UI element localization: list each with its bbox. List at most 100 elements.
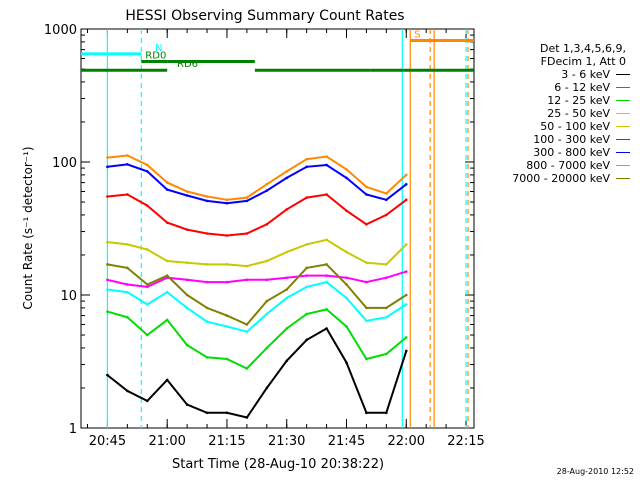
data-point — [404, 303, 408, 306]
legend: Det 1,3,4,5,6,9, FDecim 1, Att 0 3 - 6 k… — [478, 42, 630, 185]
x-tick-label: 21:30 — [268, 434, 305, 449]
data-point — [305, 243, 308, 246]
data-point — [106, 240, 109, 244]
data-point — [385, 306, 388, 310]
data-point — [404, 182, 408, 186]
data-point — [305, 312, 308, 316]
data-point — [365, 193, 368, 196]
data-point — [285, 296, 289, 300]
x-tick-label: 22:15 — [447, 434, 484, 449]
legend-swatch — [616, 100, 630, 101]
data-point — [305, 338, 308, 342]
data-point — [185, 261, 189, 264]
data-point — [225, 357, 229, 361]
legend-swatch — [616, 178, 630, 179]
data-point — [404, 243, 408, 246]
data-point — [365, 306, 368, 310]
legend-swatch — [616, 113, 630, 114]
data-point — [245, 367, 249, 370]
data-point — [404, 198, 408, 202]
legend-entry-label: 100 - 300 keV — [533, 133, 610, 146]
x-axis-label: Start Time (28-Aug-10 20:38:22) — [172, 457, 384, 472]
data-point — [205, 263, 209, 266]
data-point — [126, 389, 129, 393]
data-point — [365, 357, 368, 361]
data-point — [205, 199, 209, 203]
data-point — [325, 155, 328, 158]
data-point — [225, 280, 229, 284]
y-tick-label: 10 — [60, 289, 77, 304]
data-point — [305, 165, 308, 169]
data-point — [106, 373, 109, 377]
data-point — [385, 263, 388, 266]
data-point — [265, 312, 269, 316]
legend-swatch — [616, 74, 630, 75]
data-point — [285, 208, 289, 211]
legend-entry: 100 - 300 keV — [478, 133, 630, 146]
data-point — [165, 290, 169, 294]
data-point — [245, 278, 249, 282]
data-point — [185, 190, 189, 193]
data-point — [106, 263, 109, 266]
data-point — [145, 303, 149, 306]
data-point — [225, 263, 229, 266]
data-point — [385, 213, 388, 217]
legend-entry-label: 800 - 7000 keV — [526, 159, 610, 172]
data-point — [305, 274, 308, 277]
data-point — [225, 198, 229, 202]
data-point — [165, 259, 169, 263]
data-point — [185, 343, 189, 347]
data-point — [145, 170, 149, 173]
series-line — [107, 263, 407, 326]
x-tick-label: 22:00 — [388, 434, 425, 449]
series-line — [107, 163, 407, 205]
series-line — [106, 327, 408, 419]
data-point — [265, 386, 269, 390]
legend-entry: 50 - 100 keV — [478, 120, 630, 133]
data-point — [126, 283, 129, 286]
plot-frame — [80, 28, 475, 429]
data-point — [285, 327, 289, 330]
data-point — [365, 261, 368, 264]
legend-entry: 800 - 7000 keV — [478, 159, 630, 172]
data-point — [165, 221, 169, 224]
series-line — [107, 308, 407, 370]
data-point — [385, 315, 388, 319]
data-point — [126, 266, 129, 270]
flag-bar-label: S — [414, 29, 420, 40]
legend-entry-label: 12 - 25 keV — [547, 94, 610, 107]
x-tick-label: 21:45 — [328, 434, 365, 449]
data-point — [325, 263, 328, 266]
data-point — [325, 238, 328, 242]
data-point — [325, 193, 328, 196]
data-point — [106, 310, 109, 313]
data-point — [145, 204, 149, 207]
data-point — [145, 333, 149, 337]
data-point — [106, 195, 109, 198]
data-point — [185, 293, 189, 297]
legend-entry-label: 7000 - 20000 keV — [512, 172, 610, 185]
data-point — [145, 285, 149, 289]
data-point — [285, 359, 289, 363]
data-point — [265, 346, 269, 350]
data-point — [185, 194, 189, 197]
data-point — [205, 356, 209, 359]
data-point — [126, 243, 129, 246]
data-point — [404, 270, 408, 273]
data-point — [265, 278, 269, 282]
data-point — [126, 315, 129, 319]
legend-swatch — [616, 87, 630, 88]
y-tick-label: 1000 — [44, 23, 77, 38]
data-point — [365, 185, 368, 189]
data-point — [345, 296, 348, 300]
data-point — [404, 349, 408, 353]
data-point — [265, 182, 269, 186]
legend-entry: 300 - 800 keV — [478, 146, 630, 159]
data-point — [345, 325, 348, 328]
legend-header-line-2: FDecim 1, Att 0 — [540, 55, 626, 68]
data-point — [404, 173, 408, 177]
data-point — [225, 325, 229, 328]
data-point — [245, 232, 249, 235]
data-point — [385, 276, 388, 279]
